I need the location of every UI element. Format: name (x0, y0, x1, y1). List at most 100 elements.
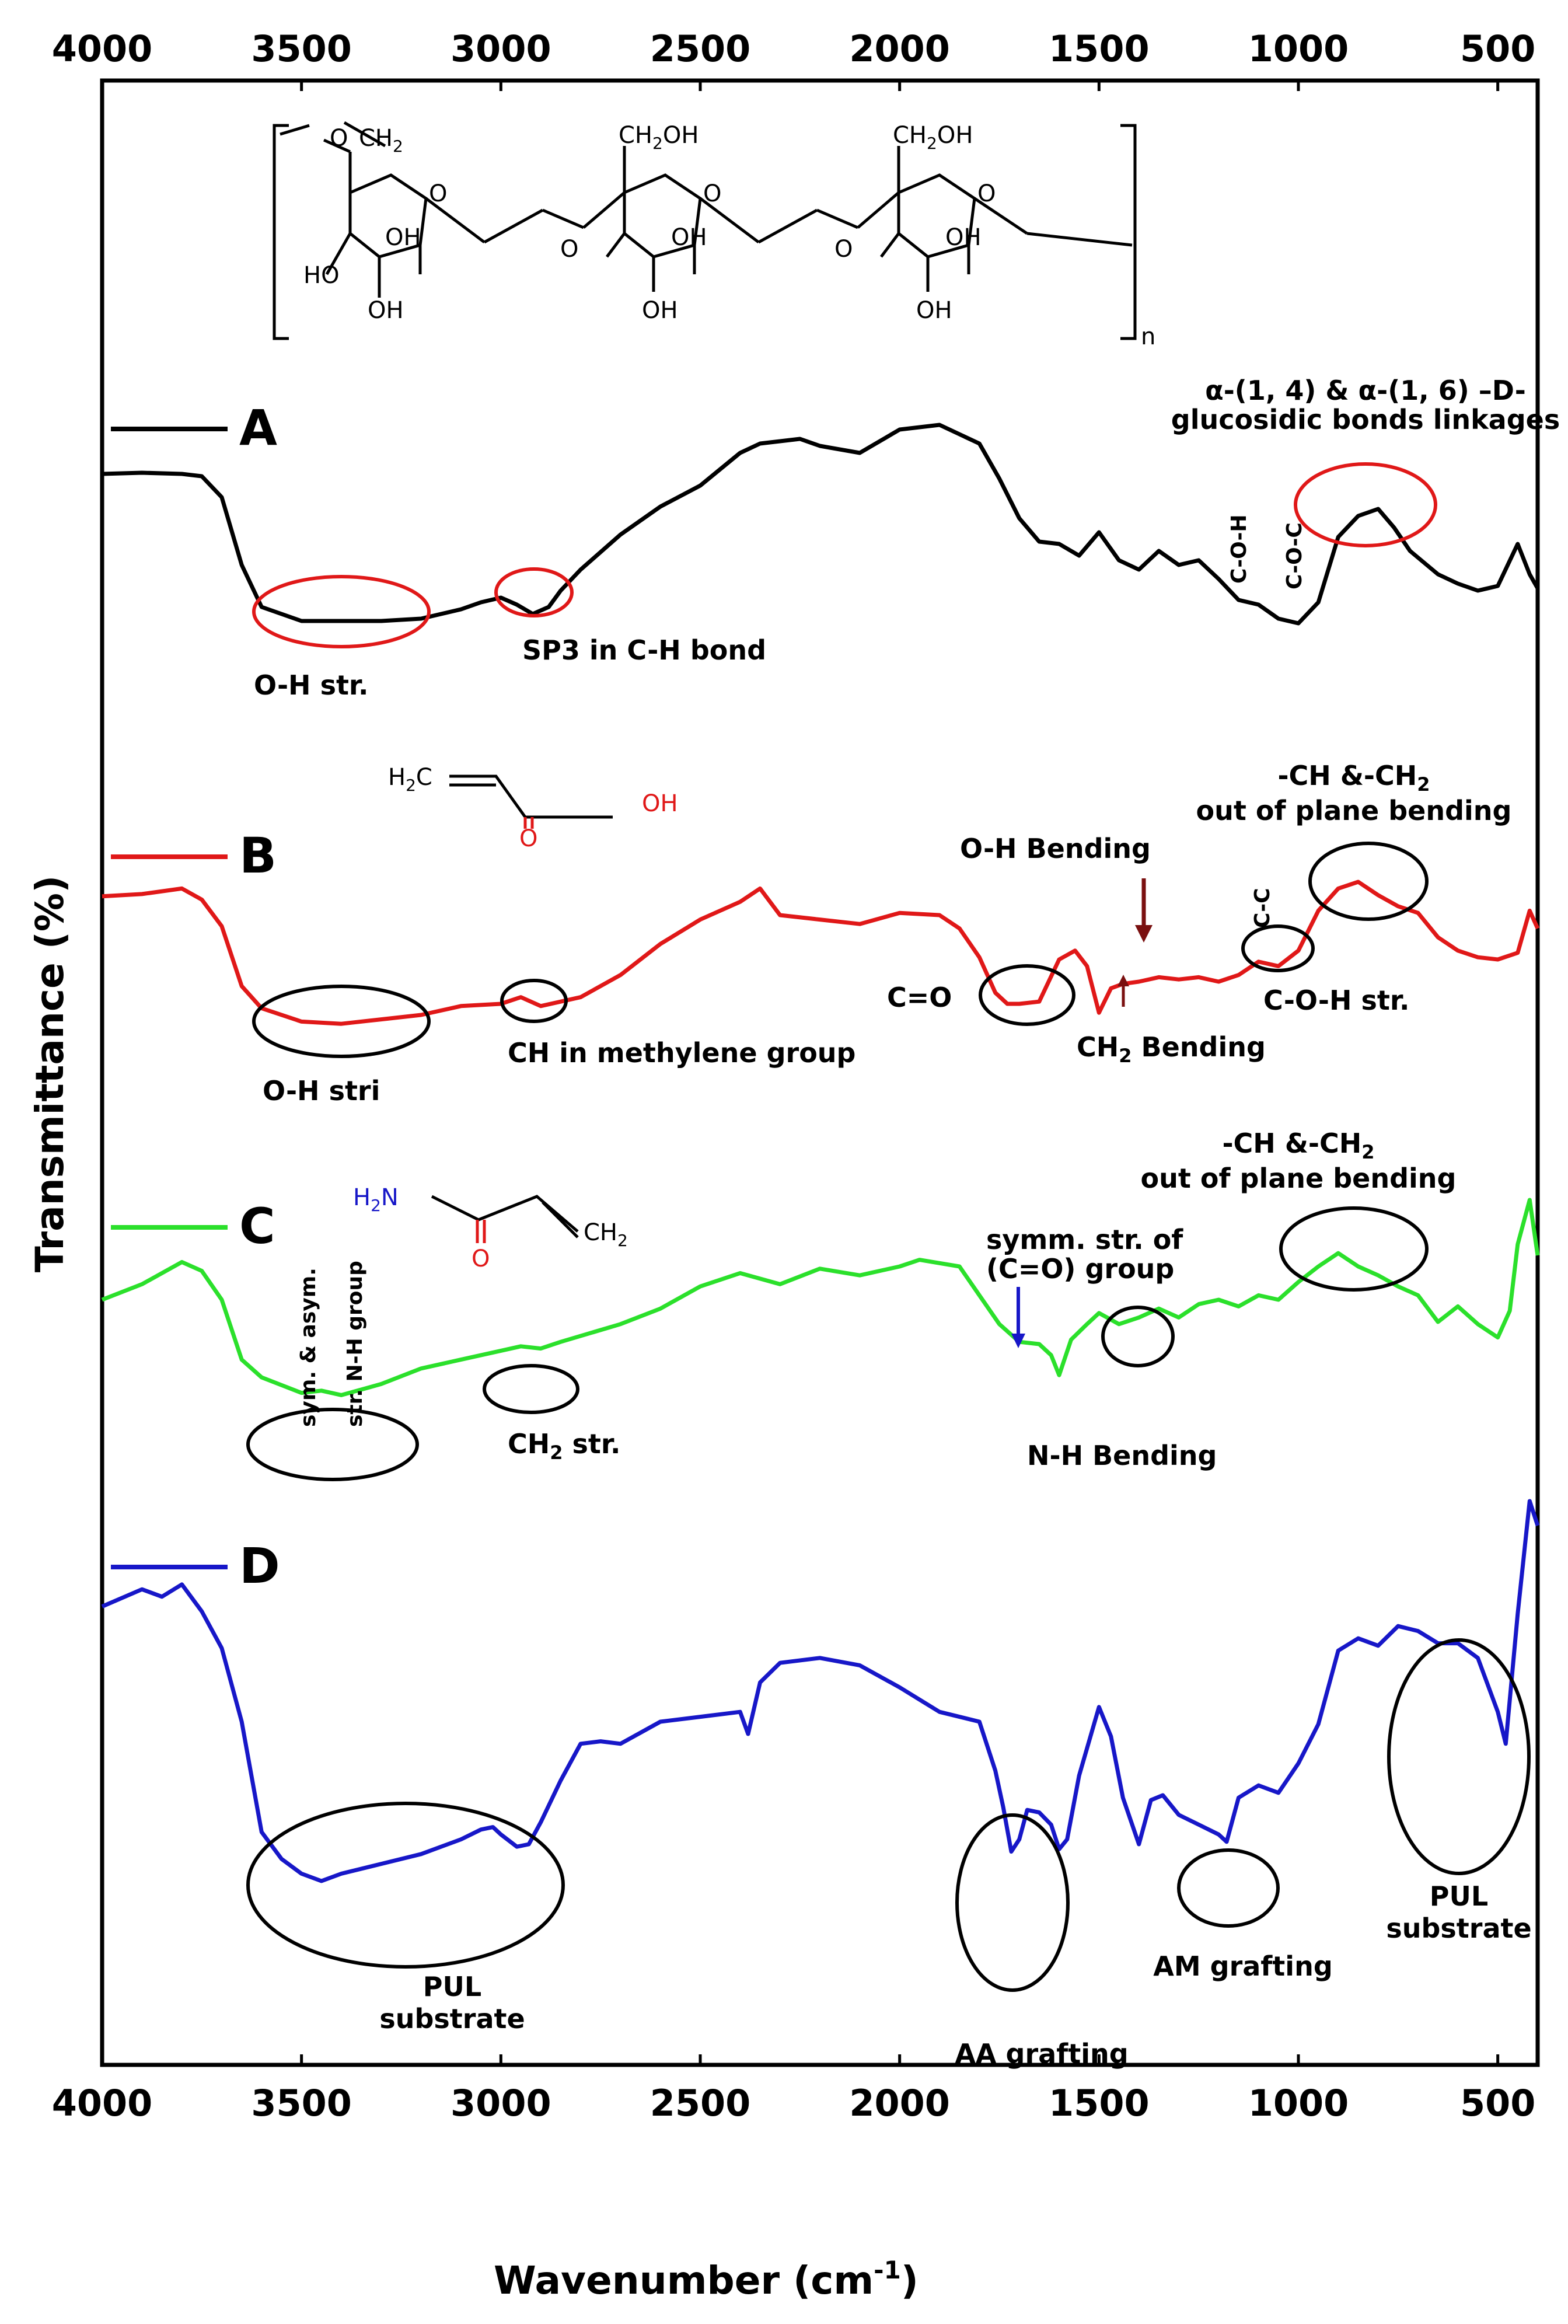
am-h2n: H2N (353, 1184, 399, 1215)
tick-label-bottom-3500: 3500 (251, 2082, 352, 2124)
am-ch2: CH2 (584, 1219, 628, 1250)
tick-label-top-3500: 3500 (251, 27, 352, 70)
pul-o-1: O (330, 125, 348, 152)
pul-oh-3b: OH (916, 297, 952, 324)
aa-h2c: H2C (388, 764, 432, 795)
am-o: O (472, 1245, 490, 1272)
pul-oh-2a: OH (671, 224, 707, 251)
ann-A-coc: C-O-C (1283, 522, 1307, 589)
ann-B-oh-bend: O-H Bending (960, 833, 1151, 864)
ann-D-pul-right-2: substrate (1386, 1913, 1531, 1944)
ellipse-B-oh (252, 985, 431, 1058)
pul-o-ring1: O (429, 180, 447, 207)
ellipse-D-aa (955, 1813, 1070, 1992)
pul-n: n (1141, 323, 1155, 350)
pul-ho-1: HO (303, 262, 340, 289)
pul-oh-1b: OH (368, 297, 404, 324)
ann-D-aa: AA grafting (955, 2038, 1128, 2070)
ellipse-D-pul-right (1387, 1638, 1531, 1875)
tick-label-top-1500: 1500 (1049, 27, 1150, 70)
x-axis-title-main: Wavenumber (cm (494, 2258, 874, 2303)
tick-label-bottom-500: 500 (1460, 2082, 1535, 2124)
ellipse-B-ch (500, 979, 568, 1023)
ellipse-A-glucosidic (1294, 462, 1437, 547)
ann-B-co: C=O (887, 982, 952, 1013)
ann-C-symm-1: symm. str. of (986, 1224, 1183, 1255)
tick-label-bottom-3000: 3000 (451, 2082, 551, 2124)
ann-D-am: AM grafting (1153, 1950, 1333, 1982)
ann-C-ch-top-2: out of plane bending (1141, 1163, 1457, 1194)
legend-A: A (111, 399, 277, 456)
ann-D-pul-right-1: PUL (1430, 1880, 1488, 1912)
legend-D: D (111, 1537, 280, 1594)
pul-o-ring3: O (977, 180, 996, 207)
ann-C-symm-2: (C=O) group (986, 1253, 1174, 1285)
tick-label-top-2000: 2000 (849, 27, 950, 70)
ellipse-B-ch-oop (1308, 842, 1429, 921)
tick-label-top-500: 500 (1460, 27, 1535, 70)
y-axis-title: Transmittance (%) (27, 875, 72, 1272)
ann-B-ch-top-2: out of plane bending (1196, 795, 1512, 826)
tick-label-top-4000: 4000 (52, 27, 153, 70)
ellipse-A-sp3 (494, 567, 574, 617)
annotations: α-(1, 4) & α-(1, 6) –D- glucosidic bonds… (254, 375, 1560, 2070)
ellipse-C-co (1101, 1306, 1175, 1367)
legend-label-C: C (239, 1198, 275, 1255)
series-line-D (101, 1499, 1540, 1883)
tick-label-top-2500: 2500 (650, 27, 751, 70)
pul-ch2-1: CH2 (359, 125, 403, 156)
pul-ch2oh-2: CH2OH (619, 122, 699, 153)
tick-label-top-3000: 3000 (451, 27, 551, 70)
tick-label-bottom-1500: 1500 (1049, 2082, 1150, 2124)
ellipse-C-ch2 (483, 1364, 579, 1414)
plot-frame (100, 78, 1540, 2067)
ann-C-nh-2: str. N-H group (343, 1261, 367, 1427)
ann-C-ch2: CH2 str. (508, 1428, 621, 1464)
ann-A-top-1: α-(1, 4) & α-(1, 6) –D- (1205, 375, 1526, 406)
series-line-B (102, 880, 1540, 1026)
tick-label-bottom-1000: 1000 (1248, 2082, 1349, 2124)
ann-B-ch-methylene: CH in methylene group (508, 1037, 855, 1069)
tick-label-bottom-4000: 4000 (52, 2082, 153, 2124)
pul-o-ring2: O (703, 180, 721, 207)
x-axis-ticks: 4000 4000 3500 3500 3000 3000 2500 2500 2000 2000… (52, 27, 1536, 2124)
ann-B-coh: C-O-H str. (1263, 985, 1409, 1016)
pul-o-link2: O (834, 236, 853, 263)
series-line-C (101, 1198, 1540, 1397)
ann-B-ch2-bend: CH2 Bending (1077, 1031, 1266, 1067)
ellipse-C-ch-oop (1279, 1206, 1429, 1292)
aa-oh: OH (642, 790, 678, 817)
x-axis-title: Wavenumber (cm-1) (494, 2256, 919, 2303)
pul-oh-1a: OH (385, 224, 421, 251)
ann-C-ch-top-1: -CH &-CH2 (1222, 1128, 1374, 1163)
ann-C-nh-bend: N-H Bending (1027, 1440, 1217, 1471)
legend-B: B (111, 827, 277, 884)
highlight-ellipses (246, 462, 1531, 1992)
acrylamide-structure: H2N O CH2 (353, 1184, 628, 1272)
aa-o: O (519, 825, 537, 852)
legend-label-B: B (239, 827, 277, 884)
pul-ch2oh-3: CH2OH (893, 122, 973, 153)
ellipse-C-nh (246, 1408, 419, 1481)
tick-label-bottom-2000: 2000 (849, 2082, 950, 2124)
ellipse-D-am (1177, 1848, 1280, 1928)
ellipse-A-oh (252, 575, 431, 648)
ellipse-D-pul-left (246, 1802, 565, 1969)
pullulan-labels: O CH2 HO OH OH O O CH2OH OH OH O O CH2OH… (303, 122, 1155, 350)
pul-o-link1: O (560, 236, 578, 263)
annotation-arrows (1011, 878, 1153, 1348)
ellipse-B-cc (1241, 924, 1315, 972)
tick-label-bottom-2500: 2500 (650, 2082, 751, 2124)
ann-D-pul-left-2: substrate (379, 2003, 525, 2035)
pullulan-structure (273, 121, 1137, 340)
ann-B-cc: C-C (1251, 888, 1274, 928)
x-axis-title-sup: -1 (874, 2256, 901, 2284)
bracket-right (1120, 124, 1137, 340)
ann-C-nh-1: sym. & asym. (296, 1268, 320, 1427)
series-line-A (102, 423, 1540, 626)
ann-D-pul-left-1: PUL (423, 1971, 481, 2002)
legend-label-A: A (239, 399, 277, 456)
ann-B-ch-top-1: -CH &-CH2 (1277, 760, 1430, 795)
ann-A-sp3: SP3 in C-H bond (522, 634, 766, 666)
